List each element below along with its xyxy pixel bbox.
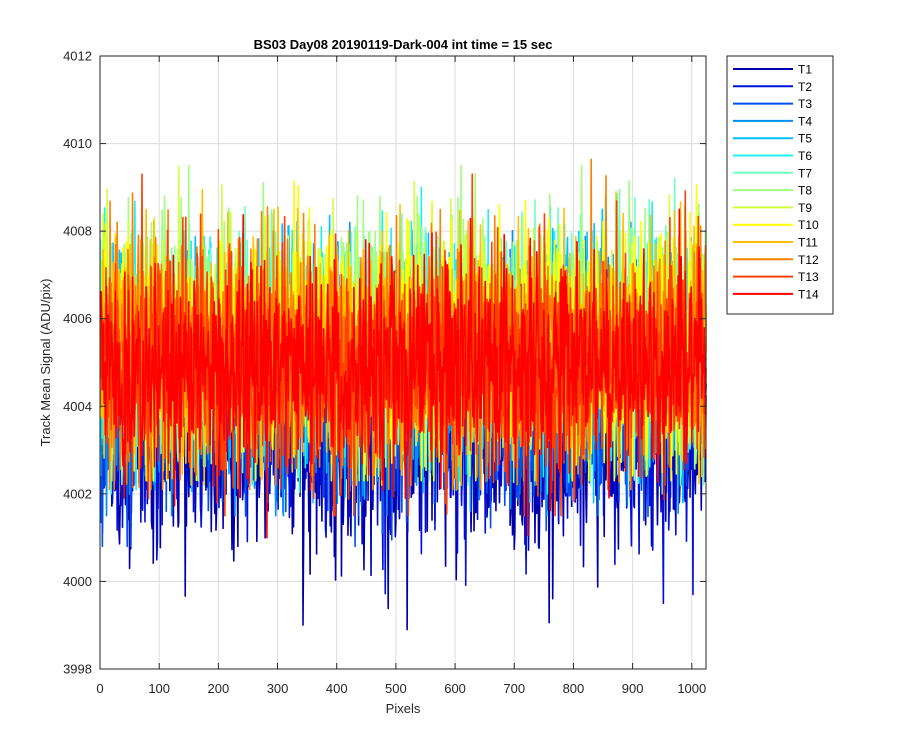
y-axis-label: Track Mean Signal (ADU/pix) — [38, 279, 53, 447]
legend-entry-t7[interactable]: T7 — [733, 166, 812, 180]
plot-lines — [99, 158, 707, 631]
legend-label: T1 — [798, 63, 812, 77]
x-tick-label: 400 — [326, 681, 348, 696]
legend-entry-t12[interactable]: T12 — [733, 253, 819, 267]
y-tick-label: 4010 — [63, 136, 92, 151]
legend-label: T2 — [798, 80, 812, 94]
legend[interactable]: T1 T2 T3 T4 T5 T6 T7 T8 T9 T10 T11 T12 T13 T14 — [726, 55, 834, 315]
legend-box — [726, 55, 834, 315]
legend-label: T3 — [798, 97, 812, 111]
series-line-t14 — [99, 208, 707, 539]
legend-label: T9 — [798, 201, 812, 215]
legend-label: T8 — [798, 184, 812, 198]
legend-entry-t11[interactable]: T11 — [733, 236, 818, 250]
legend-entry-t8[interactable]: T8 — [733, 184, 812, 198]
legend-entry-t1[interactable]: T1 — [733, 63, 812, 77]
x-tick-label: 1000 — [677, 681, 706, 696]
legend-entry-t2[interactable]: T2 — [733, 80, 812, 94]
x-tick-label: 0 — [96, 681, 103, 696]
legend-entry-t3[interactable]: T3 — [733, 97, 812, 111]
y-axis-ticks: 3998 4000 4002 4004 4006 4008 4010 4012 — [63, 49, 706, 677]
legend-entry-t10[interactable]: T10 — [733, 218, 819, 232]
legend-label: T10 — [798, 218, 819, 232]
y-tick-label: 4004 — [63, 399, 92, 414]
legend-entry-t13[interactable]: T13 — [733, 270, 819, 284]
plot-axes: 0 100 200 300 400 500 600 700 800 900 1000 3998 400… — [63, 49, 707, 696]
legend-items: T1 T2 T3 T4 T5 T6 T7 T8 T9 T10 T11 T12 T13 T14 — [733, 63, 819, 301]
legend-label: T13 — [798, 270, 819, 284]
y-tick-label: 3998 — [63, 662, 92, 677]
legend-label: T11 — [798, 236, 818, 250]
legend-label: T12 — [798, 253, 819, 267]
y-tick-label: 4012 — [63, 49, 92, 64]
y-tick-label: 4006 — [63, 311, 92, 326]
plot-frame — [99, 55, 707, 670]
legend-label: T5 — [798, 132, 812, 146]
x-tick-label: 500 — [385, 681, 407, 696]
chart-title: BS03 Day08 20190119-Dark-004 int time = … — [254, 37, 553, 52]
x-axis-label: Pixels — [386, 701, 421, 716]
x-tick-label: 300 — [267, 681, 289, 696]
legend-entry-t5[interactable]: T5 — [733, 132, 812, 146]
x-tick-label: 200 — [208, 681, 230, 696]
legend-label: T6 — [798, 149, 812, 163]
legend-entry-t4[interactable]: T4 — [733, 114, 812, 128]
x-axis-ticks: 0 100 200 300 400 500 600 700 800 900 1000 — [96, 56, 706, 696]
legend-entry-t14[interactable]: T14 — [733, 287, 819, 301]
legend-label: T4 — [798, 114, 812, 128]
legend-label: T7 — [798, 166, 812, 180]
x-tick-label: 800 — [563, 681, 585, 696]
x-tick-label: 700 — [503, 681, 525, 696]
x-tick-label: 100 — [148, 681, 170, 696]
y-tick-label: 4000 — [63, 574, 92, 589]
y-tick-label: 4002 — [63, 486, 92, 501]
y-tick-label: 4008 — [63, 224, 92, 239]
x-tick-label: 600 — [444, 681, 466, 696]
legend-label: T14 — [798, 287, 819, 301]
legend-entry-t9[interactable]: T9 — [733, 201, 812, 215]
legend-entry-t6[interactable]: T6 — [733, 149, 812, 163]
x-tick-label: 900 — [622, 681, 644, 696]
